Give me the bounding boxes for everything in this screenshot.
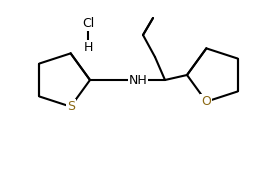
Text: S: S [67, 100, 75, 113]
Text: H: H [83, 40, 93, 53]
Text: Cl: Cl [82, 17, 94, 30]
Text: O: O [201, 95, 211, 108]
Text: NH: NH [129, 73, 147, 87]
